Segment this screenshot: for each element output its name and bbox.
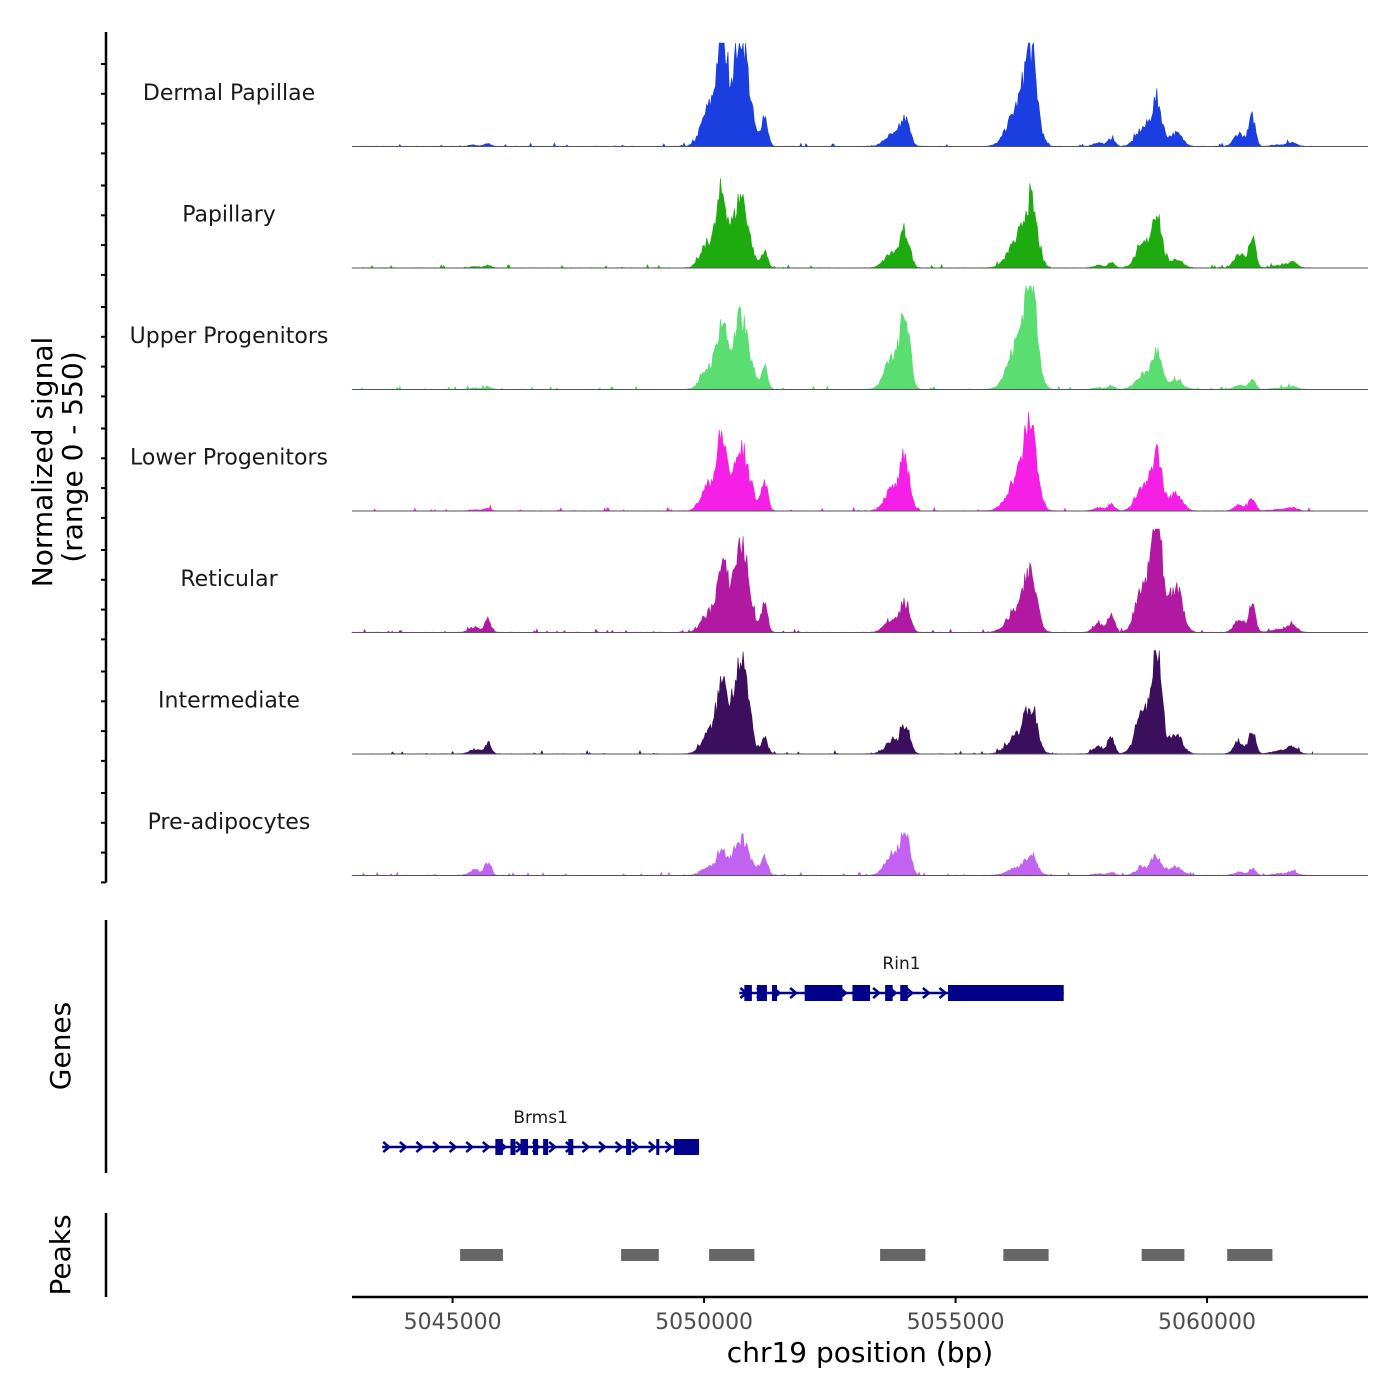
strand-arrow xyxy=(631,1141,641,1153)
track-label: Papillary xyxy=(182,203,276,228)
gene-exon xyxy=(948,985,1064,1001)
gene-exon xyxy=(520,1139,529,1155)
gene-exon xyxy=(495,1139,503,1155)
gene-exon xyxy=(656,1139,660,1155)
gene-exon xyxy=(756,985,767,1001)
peak-region xyxy=(709,1249,755,1261)
strand-arrow xyxy=(465,1141,475,1153)
gene-panel: Brms1 Rin1 xyxy=(104,920,1064,1173)
strand-arrow xyxy=(664,1141,674,1153)
track-label: Pre-adipocytes xyxy=(148,810,311,835)
signal-area-1 xyxy=(351,178,1313,269)
strand-arrow xyxy=(548,1141,558,1153)
genes-panel-title: Genes xyxy=(44,1002,77,1090)
peak-region xyxy=(1003,1249,1049,1261)
x-tick-label: 5060000 xyxy=(1158,1310,1256,1335)
gene-exon xyxy=(568,1139,574,1155)
strand-arrow xyxy=(938,987,948,999)
strand-arrow xyxy=(432,1141,441,1153)
peak-region xyxy=(1141,1249,1185,1261)
signal-area-6 xyxy=(351,832,1313,876)
strand-arrow xyxy=(448,1141,458,1153)
gene-label: Brms1 xyxy=(513,1108,568,1128)
signal-area-0 xyxy=(351,41,1313,147)
x-tick-label: 5045000 xyxy=(404,1310,502,1335)
gene-exon xyxy=(852,985,871,1001)
gene-exon xyxy=(900,985,908,1001)
track-label: Lower Progenitors xyxy=(130,446,328,471)
gene-exon xyxy=(744,985,752,1001)
x-tick-label: 5055000 xyxy=(907,1310,1005,1335)
peak-region xyxy=(460,1249,503,1261)
gene-exon xyxy=(804,985,843,1001)
gene-exon xyxy=(885,985,893,1001)
strand-arrow xyxy=(922,987,931,999)
signal-panel: Dermal Papillae Papillary Upper Progenitor… xyxy=(101,32,1368,884)
strand-arrow xyxy=(905,987,915,999)
strand-arrow xyxy=(598,1141,607,1153)
strand-arrow xyxy=(872,987,882,999)
gene-exon xyxy=(510,1139,516,1155)
gene-label: Rin1 xyxy=(882,954,920,974)
x-axis-title: chr19 position (bp) xyxy=(727,1336,993,1369)
signal-area-2 xyxy=(351,285,1313,391)
strand-arrow xyxy=(382,1141,392,1153)
strand-arrow xyxy=(398,1141,408,1153)
x-axis: 5045000 5050000 5055000 5060000 xyxy=(352,1295,1368,1335)
strand-arrow xyxy=(614,1141,624,1153)
track-label: Intermediate xyxy=(158,689,300,714)
signal-area-4 xyxy=(351,528,1313,633)
gene-exon xyxy=(673,1139,700,1155)
peak-region xyxy=(880,1249,926,1261)
strand-arrow xyxy=(415,1141,425,1153)
gene-exon xyxy=(626,1139,632,1155)
strand-arrow xyxy=(481,1141,491,1153)
y-axis-title: Normalized signal xyxy=(26,337,59,588)
peak-panel xyxy=(104,1213,1273,1297)
track-label: Upper Progenitors xyxy=(130,324,329,349)
peaks-panel-title: Peaks xyxy=(44,1214,77,1295)
peak-region xyxy=(621,1249,659,1261)
y-axis-range-label: (range 0 - 550) xyxy=(56,351,89,562)
peak-region xyxy=(1227,1249,1273,1261)
signal-area-5 xyxy=(351,650,1313,755)
gene-exon xyxy=(771,985,778,1001)
gene-exon xyxy=(533,1139,539,1155)
gene-exon xyxy=(543,1139,549,1155)
signal-area-3 xyxy=(351,411,1313,512)
strand-arrow xyxy=(789,987,799,999)
strand-arrow xyxy=(581,1141,591,1153)
strand-arrow xyxy=(647,1141,657,1153)
track-label: Dermal Papillae xyxy=(143,81,315,106)
track-label: Reticular xyxy=(180,567,278,592)
x-tick-label: 5050000 xyxy=(655,1310,753,1335)
